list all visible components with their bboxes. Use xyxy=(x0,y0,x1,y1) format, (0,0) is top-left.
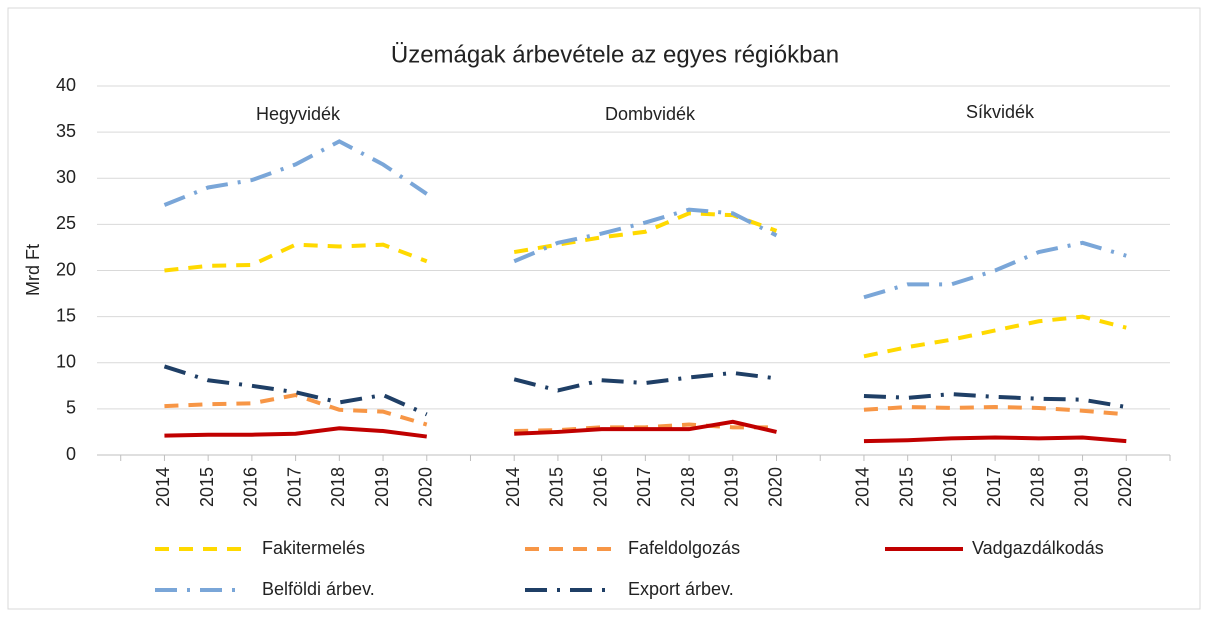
group-label: Hegyvidék xyxy=(256,104,341,124)
x-tick-label: 2019 xyxy=(372,467,392,507)
x-tick-label: 2016 xyxy=(241,467,261,507)
legend-label: Export árbev. xyxy=(628,579,734,599)
x-tick-label: 2020 xyxy=(1115,467,1135,507)
y-tick-label: 25 xyxy=(56,213,76,233)
y-tick-label: 10 xyxy=(56,352,76,372)
x-tick-label: 2017 xyxy=(284,467,304,507)
y-tick-label: 20 xyxy=(56,259,76,279)
group-label: Dombvidék xyxy=(605,104,696,124)
x-tick-label: 2016 xyxy=(590,467,610,507)
x-tick-label: 2014 xyxy=(853,467,873,507)
x-tick-label: 2014 xyxy=(153,467,173,507)
x-tick-label: 2020 xyxy=(765,467,785,507)
x-tick-label: 2018 xyxy=(328,467,348,507)
series-line xyxy=(163,364,1127,417)
x-tick-label: 2020 xyxy=(416,467,436,507)
group-label: Síkvidék xyxy=(966,102,1035,122)
series-line xyxy=(163,139,1127,300)
x-tick-label: 2016 xyxy=(940,467,960,507)
x-tick-label: 2017 xyxy=(634,467,654,507)
x-tick-label: 2019 xyxy=(722,467,742,507)
legend-label: Fafeldolgozás xyxy=(628,538,740,558)
y-tick-label: 0 xyxy=(66,444,76,464)
x-tick-label: 2015 xyxy=(547,467,567,507)
chart-frame xyxy=(7,7,1201,610)
x-tick-label: 2015 xyxy=(896,467,916,507)
legend-label: Belföldi árbev. xyxy=(262,579,375,599)
x-tick-label: 2014 xyxy=(503,467,523,507)
legend-label: Fakitermelés xyxy=(262,538,365,558)
x-tick-label: 2018 xyxy=(1028,467,1048,507)
x-tick-label: 2019 xyxy=(1071,467,1091,507)
y-tick-label: 30 xyxy=(56,167,76,187)
x-tick-label: 2017 xyxy=(984,467,1004,507)
y-axis-label: Mrd Ft xyxy=(23,244,43,296)
series-line xyxy=(164,419,1127,444)
x-tick-label: 2018 xyxy=(678,467,698,507)
chart-title: Üzemágak árbevétele az egyes régiókban xyxy=(391,41,839,68)
y-tick-label: 40 xyxy=(56,75,76,95)
y-tick-label: 35 xyxy=(56,121,76,141)
y-tick-label: 15 xyxy=(56,305,76,325)
legend-label: Vadgazdálkodás xyxy=(972,538,1104,558)
y-tick-label: 5 xyxy=(66,398,76,418)
x-tick-label: 2015 xyxy=(197,467,217,507)
